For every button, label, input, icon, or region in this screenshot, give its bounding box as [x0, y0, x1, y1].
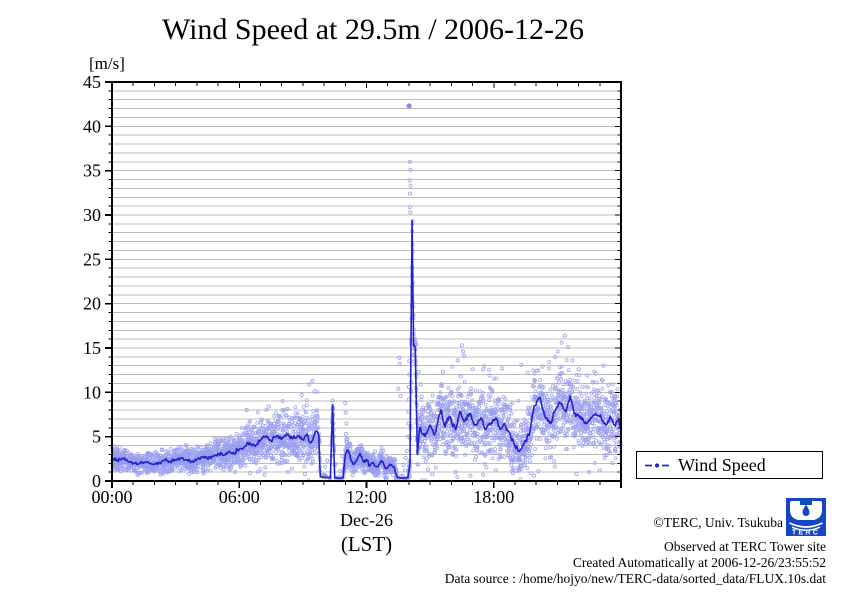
x-tick-label: 18:00 — [473, 487, 514, 507]
y-axis-unit-label: [m/s] — [89, 54, 125, 73]
observed-at-text: Observed at TERC Tower site — [663, 539, 826, 554]
y-tick-label: 40 — [83, 116, 101, 136]
page-title: Wind Speed at 29.5m / 2006-12-26 — [161, 13, 585, 46]
y-tick-label: 10 — [83, 382, 101, 402]
x-axis-timezone-label: (LST) — [341, 532, 392, 556]
created-at-text: Created Automatically at 2006-12-26/23:5… — [572, 555, 826, 570]
legend-box: Wind Speed — [636, 451, 823, 479]
x-tick-label: 00:00 — [91, 487, 132, 507]
y-tick-label: 30 — [83, 205, 101, 225]
y-tick-label: 15 — [83, 338, 101, 358]
y-tick-label: 0 — [92, 471, 101, 491]
y-tick-label: 25 — [83, 249, 101, 269]
legend-line-marker-icon — [644, 461, 671, 470]
y-tick-label: 5 — [92, 427, 101, 447]
terc-logo-waterdrop-icon — [802, 504, 810, 516]
y-tick-label: 35 — [83, 161, 101, 181]
y-tick-label: 45 — [83, 72, 101, 92]
x-axis-date-label: Dec-26 — [340, 510, 393, 530]
legend-label: Wind Speed — [678, 454, 766, 475]
terc-logo: TERC — [786, 498, 826, 537]
y-tick-label: 20 — [83, 294, 101, 314]
terc-logo-wave-arc — [791, 526, 821, 531]
x-tick-label: 12:00 — [346, 487, 387, 507]
terc-logo-text: TERC — [792, 528, 820, 536]
mean-wind-speed-line — [111, 219, 622, 480]
x-tick-label: 06:00 — [219, 487, 260, 507]
axis-labels: 0 5 10 15 20 25 30 35 40 45 00:00 06:00 12:00 18:00 De… — [83, 72, 514, 556]
copyright-text: ©TERC, Univ. Tsukuba — [653, 515, 783, 530]
axis-ticks-and-frame — [105, 81, 622, 488]
terc-logo-wave-arc — [789, 522, 823, 528]
data-source-text: Data source : /home/hojyo/new/TERC-data/… — [444, 571, 826, 586]
